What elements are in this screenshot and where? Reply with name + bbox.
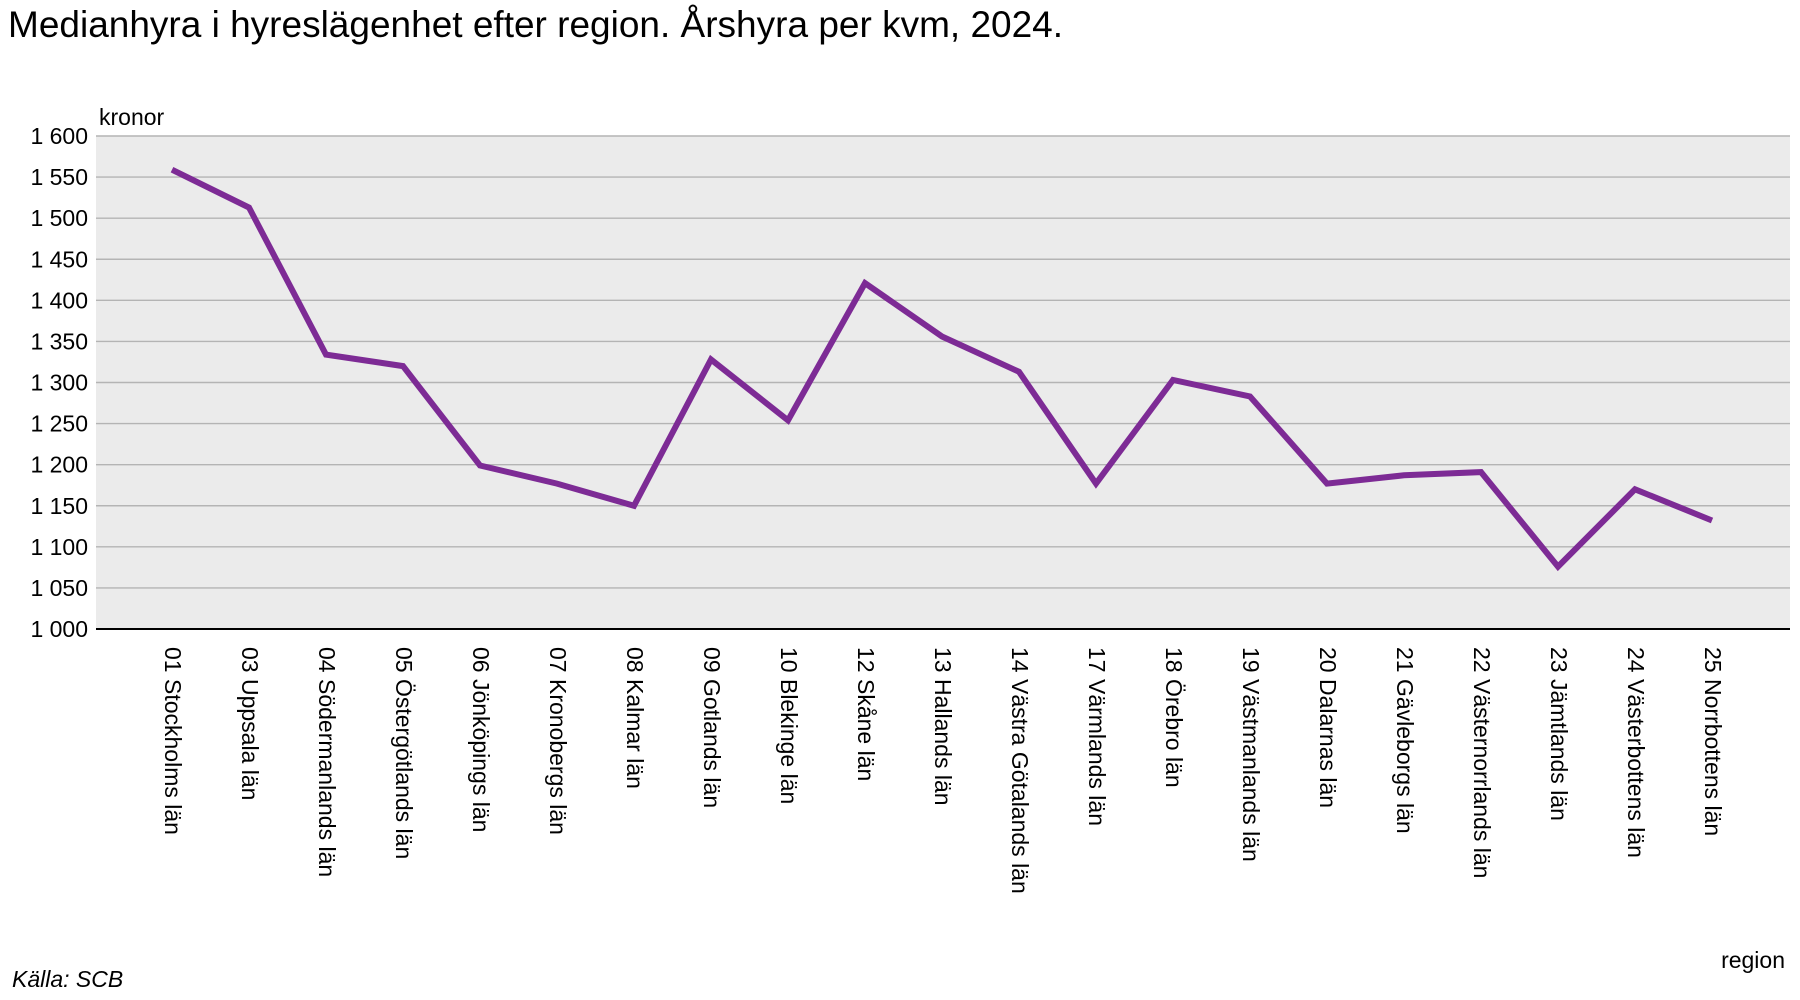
x-tick-label: 01 Stockholms län [160, 647, 186, 835]
y-tick-label: 1 450 [30, 246, 88, 272]
x-tick-label: 21 Gävleborgs län [1392, 647, 1418, 834]
y-tick-label: 1 600 [30, 123, 88, 149]
gridlines [96, 135, 1790, 589]
x-tick-label: 07 Kronobergs län [545, 647, 571, 835]
x-tick-label: 08 Kalmar län [622, 647, 648, 789]
y-tick-label: 1 100 [30, 534, 88, 560]
x-tick-label: 22 Västernorrlands län [1469, 647, 1495, 878]
x-tick-label: 25 Norrbottens län [1700, 647, 1726, 836]
x-axis-tick-labels: 01 Stockholms län 03 Uppsala län 04 Söderm… [160, 647, 1726, 894]
y-tick-label: 1 050 [30, 575, 88, 601]
x-tick-label: 06 Jönköpings län [468, 647, 494, 832]
series-line [170, 167, 1714, 572]
x-tick-label: 10 Blekinge län [776, 647, 802, 804]
x-tick-label: 09 Gotlands län [699, 647, 725, 808]
y-tick-label: 1 150 [30, 493, 88, 519]
x-tick-label: 17 Värmlands län [1084, 647, 1110, 826]
x-tick-label: 14 Västra Götalands län [1007, 647, 1033, 894]
x-tick-label: 12 Skåne län [853, 647, 879, 781]
y-axis-label: kronor [99, 104, 165, 130]
y-tick-label: 1 250 [30, 411, 88, 437]
x-tick-label: 20 Dalarnas län [1315, 647, 1341, 808]
y-tick-label: 1 200 [30, 452, 88, 478]
x-tick-label: 05 Östergötlands län [391, 647, 417, 859]
x-tick-label: 19 Västmanlands län [1238, 647, 1264, 862]
chart-title: Medianhyra i hyreslägenhet efter region.… [8, 4, 1064, 45]
x-axis-label: region [1721, 947, 1785, 973]
y-tick-label: 1 400 [30, 287, 88, 313]
y-axis-tick-labels: 1 000 1 050 1 100 1 150 1 200 1 250 1 300 1 350… [30, 123, 88, 642]
x-tick-label: 23 Jämtlands län [1546, 647, 1572, 821]
y-tick-label: 1 300 [30, 370, 88, 396]
source-note: Källa: SCB [12, 966, 124, 992]
x-tick-label: 13 Hallands län [930, 647, 956, 806]
x-tick-label: 24 Västerbottens län [1623, 647, 1649, 858]
x-tick-label: 18 Örebro län [1161, 647, 1187, 788]
x-tick-label: 04 Södermanlands län [314, 647, 340, 877]
y-tick-label: 1 550 [30, 164, 88, 190]
y-tick-label: 1 500 [30, 205, 88, 231]
x-tick-label: 03 Uppsala län [237, 647, 263, 800]
y-tick-label: 1 350 [30, 328, 88, 354]
y-tick-label: 1 000 [30, 616, 88, 642]
